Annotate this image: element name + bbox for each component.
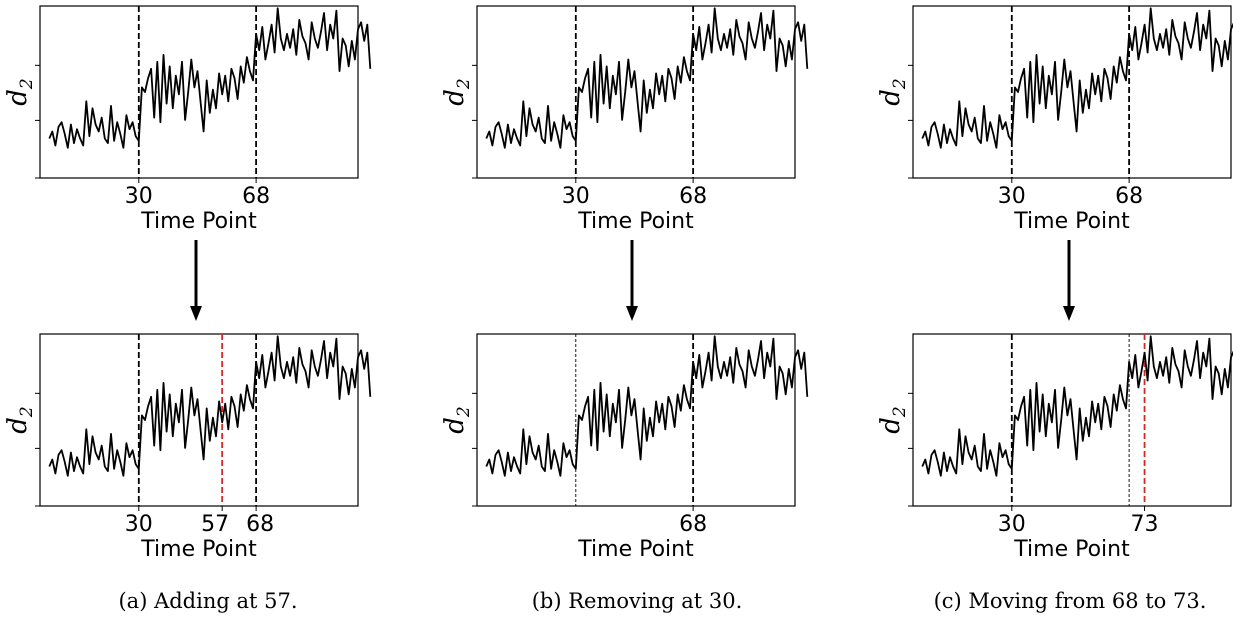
series-line xyxy=(48,7,372,149)
y-axis-title: d2 xyxy=(3,78,37,105)
x-tick-label: 68 xyxy=(1115,184,1143,209)
x-tick-label: 30 xyxy=(125,184,153,209)
x-tick-label: 68 xyxy=(242,184,270,209)
y-axis-title: d2 xyxy=(440,406,474,433)
transition-arrow-head xyxy=(626,306,638,321)
y-axis-title: d2 xyxy=(3,406,37,433)
plot-frame xyxy=(912,5,1232,179)
x-axis-title: Time Point xyxy=(1013,209,1130,234)
x-tick-label: 68 xyxy=(246,512,274,537)
x-tick-label: 57 xyxy=(201,512,229,537)
series-line xyxy=(48,335,372,477)
plot-frame xyxy=(39,5,359,179)
y-axis-title: d2 xyxy=(876,78,910,105)
x-tick-label: 68 xyxy=(679,184,707,209)
x-axis-title: Time Point xyxy=(577,209,694,234)
y-axis-title: d2 xyxy=(440,78,474,105)
x-tick-label: 68 xyxy=(679,512,707,537)
caption-a: (a) Adding at 57. xyxy=(118,589,297,613)
arrows xyxy=(190,240,1075,321)
transition-arrow-head xyxy=(1063,306,1075,321)
plot-frame xyxy=(476,5,796,179)
x-axis-title: Time Point xyxy=(577,537,694,562)
series-line xyxy=(485,7,809,149)
x-tick-label: 30 xyxy=(125,512,153,537)
plot-frame xyxy=(39,333,359,507)
x-tick-label: 30 xyxy=(998,512,1026,537)
series-line xyxy=(485,335,809,477)
transition-arrow-head xyxy=(190,306,202,321)
y-axis-title: d2 xyxy=(876,406,910,433)
caption-c: (c) Moving from 68 to 73. xyxy=(934,589,1207,613)
x-tick-label: 73 xyxy=(1131,512,1159,537)
x-axis-title: Time Point xyxy=(140,537,257,562)
x-axis-title: Time Point xyxy=(1013,537,1130,562)
plot-frame xyxy=(912,333,1232,507)
x-axis-title: Time Point xyxy=(140,209,257,234)
x-tick-label: 30 xyxy=(562,184,590,209)
series-line xyxy=(921,335,1233,477)
series-line xyxy=(921,7,1233,149)
plot-frame xyxy=(476,333,796,507)
x-tick-label: 30 xyxy=(998,184,1026,209)
caption-b: (b) Removing at 30. xyxy=(532,589,743,613)
